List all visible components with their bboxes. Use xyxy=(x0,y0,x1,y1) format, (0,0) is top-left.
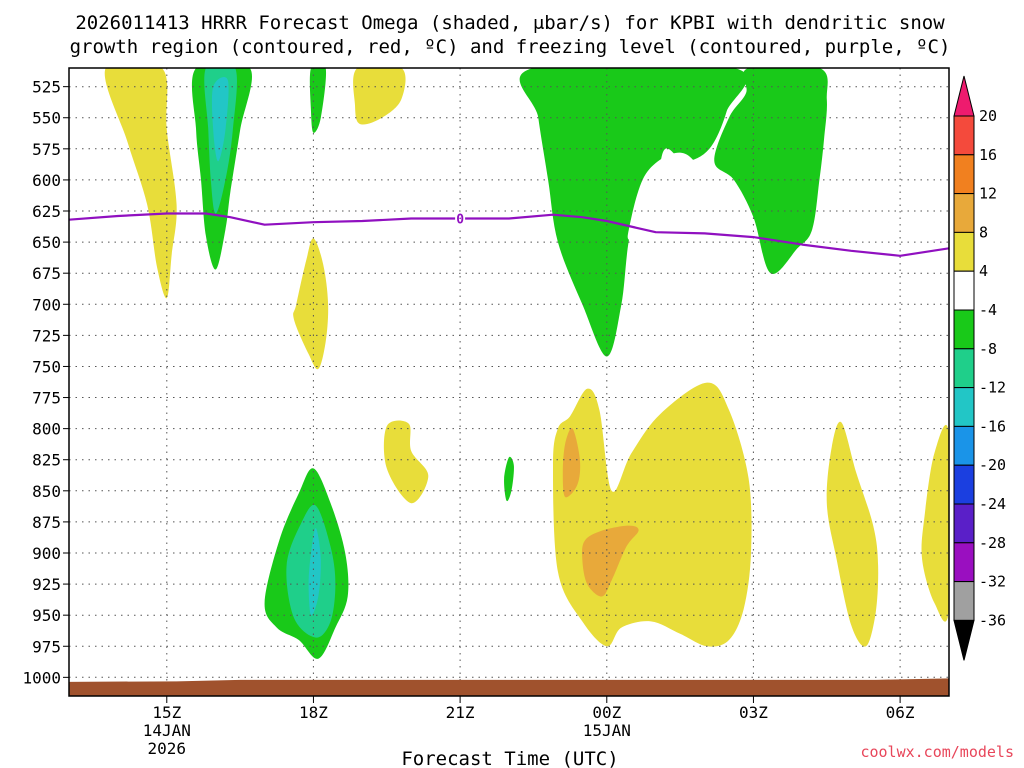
y-tick-label-750: 750 xyxy=(32,357,61,376)
y-tick-label-725: 725 xyxy=(32,326,61,345)
plot-gridlines xyxy=(69,68,949,696)
colorbar-box-11 xyxy=(953,503,975,544)
y-tick-label-1000: 1000 xyxy=(22,668,61,687)
colorbar-label-6: -8 xyxy=(979,340,997,358)
x-tick-date-15Z: 14JAN xyxy=(143,721,191,740)
credit-text: coolwx.com/models xyxy=(860,743,1014,761)
omega-region-yellow-blob-05z xyxy=(826,421,879,647)
colorbar-box-9 xyxy=(953,425,975,466)
colorbar-legend: 20 16 12 8 4 -4 -8 -12 -16 -20 -24 -28 -32 -36 xyxy=(953,75,1006,661)
omega-region-low-yellow-00z xyxy=(553,382,752,647)
x-tick-date-00Z: 15JAN xyxy=(583,721,631,740)
colorbar-label-12: -32 xyxy=(979,573,1006,591)
y-tick-label-525: 525 xyxy=(32,78,61,97)
colorbar-box-2 xyxy=(953,154,975,195)
x-tick-label-00Z: 00Z xyxy=(592,703,621,722)
colorbar-box-12 xyxy=(953,542,975,583)
ground-fill xyxy=(69,678,949,696)
x-tick-label-21Z: 21Z xyxy=(446,703,475,722)
colorbar-label-1: 16 xyxy=(979,146,997,164)
colorbar-box-13 xyxy=(953,581,975,621)
colorbar-box-1 xyxy=(953,115,975,156)
omega-region-green-band-04z xyxy=(714,68,828,274)
colorbar-label-2: 12 xyxy=(979,185,997,203)
freezing-level-line xyxy=(69,212,949,257)
colorbar-bottom-arrow xyxy=(953,619,975,661)
freezing-level-label-bg xyxy=(455,211,466,226)
y-tick-label-575: 575 xyxy=(32,140,61,159)
omega-region-orange-blob-00z xyxy=(582,525,639,597)
colorbar-label-5: -4 xyxy=(979,301,997,319)
omega-region-rising-tongue-15z xyxy=(104,68,177,299)
freezing-level-contour: 0 xyxy=(69,211,949,257)
colorbar-box-6 xyxy=(953,309,975,350)
y-axis-pressure: 525 550 575 600 625 650 675 700 725 750 775 800 825 8… xyxy=(22,78,69,687)
colorbar-box-10 xyxy=(953,464,975,505)
colorbar-label-9: -20 xyxy=(979,456,1006,474)
omega-region-upper-yellow-19z xyxy=(353,68,406,125)
chart-title-line-1: 2026011413 HRRR Forecast Omega (shaded, … xyxy=(75,12,945,34)
omega-region-cyan-sliver-16z xyxy=(211,76,229,162)
colorbar-box-3 xyxy=(953,193,975,233)
colorbar-box-4 xyxy=(953,231,975,272)
y-tick-label-550: 550 xyxy=(32,109,61,128)
y-tick-label-900: 900 xyxy=(32,544,61,563)
freezing-level-label: 0 xyxy=(456,212,464,227)
colorbar-top-arrow xyxy=(953,75,975,117)
x-tick-year-15Z: 2026 xyxy=(148,739,187,758)
y-tick-label-600: 600 xyxy=(32,171,61,190)
y-tick-label-625: 625 xyxy=(32,202,61,221)
y-tick-label-875: 875 xyxy=(32,513,61,532)
plot-frame xyxy=(68,67,950,697)
y-tick-label-650: 650 xyxy=(32,233,61,252)
colorbar-box-7 xyxy=(953,348,975,389)
chart-title-line-2: growth region (contoured, red, ºC) and f… xyxy=(70,36,951,58)
colorbar-label-10: -24 xyxy=(979,495,1006,513)
y-tick-label-975: 975 xyxy=(32,637,61,656)
colorbar-box-8 xyxy=(953,387,975,427)
colorbar-box-5 xyxy=(953,270,975,311)
y-tick-label-775: 775 xyxy=(32,389,61,408)
y-tick-label-700: 700 xyxy=(32,295,61,314)
omega-region-green-sliver-22z xyxy=(504,456,514,502)
colorbar-label-4: 4 xyxy=(979,262,988,280)
colorbar-label-3: 8 xyxy=(979,223,988,241)
omega-region-cyan-core-18z xyxy=(308,528,321,616)
colorbar-label-0: 20 xyxy=(979,107,997,125)
x-tick-label-18Z: 18Z xyxy=(299,703,328,722)
omega-region-mid-yellow-18z xyxy=(293,238,329,370)
omega-region-orange-finger-23z xyxy=(562,428,581,498)
ground-surface xyxy=(69,678,949,696)
omega-region-yellow-blob-20z xyxy=(383,420,429,504)
y-tick-label-950: 950 xyxy=(32,606,61,625)
omega-shaded-regions xyxy=(104,68,949,659)
y-tick-label-850: 850 xyxy=(32,482,61,501)
omega-region-yellow-blob-07z xyxy=(921,425,949,622)
colorbar-label-8: -16 xyxy=(979,417,1006,435)
y-tick-label-800: 800 xyxy=(32,420,61,439)
y-tick-label-825: 825 xyxy=(32,451,61,470)
colorbar-label-7: -12 xyxy=(979,379,1006,397)
y-tick-label-925: 925 xyxy=(32,575,61,594)
colorbar-label-11: -28 xyxy=(979,534,1006,552)
x-tick-label-03Z: 03Z xyxy=(739,703,768,722)
y-tick-label-675: 675 xyxy=(32,264,61,283)
x-tick-label-06Z: 06Z xyxy=(886,703,915,722)
x-tick-label-15Z: 15Z xyxy=(152,703,181,722)
omega-region-white-hole-02z xyxy=(627,152,732,305)
x-axis-label: Forecast Time (UTC) xyxy=(401,748,618,768)
omega-region-green-finger-18z xyxy=(309,68,327,133)
colorbar-label-13: -36 xyxy=(979,611,1006,629)
